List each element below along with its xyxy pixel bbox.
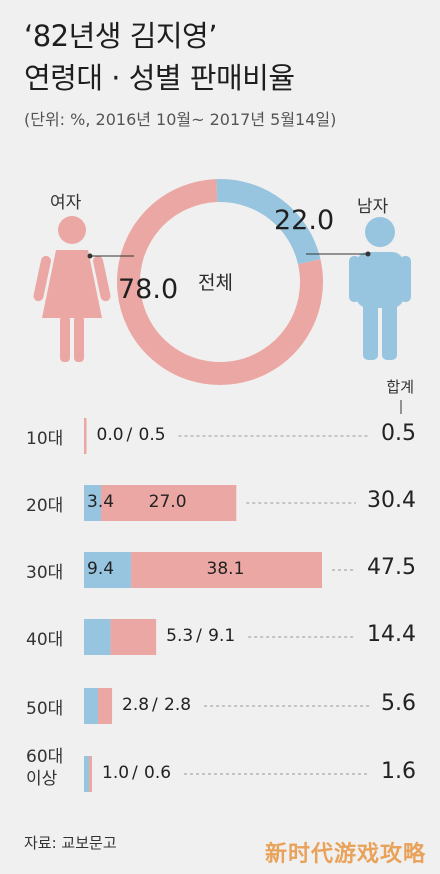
bar-male-4 (84, 688, 99, 724)
bar-male-2 (84, 552, 132, 588)
bar-male-1 (84, 485, 102, 521)
value-separator: / (126, 425, 133, 445)
bar-male-5 (84, 756, 90, 792)
bar-female-2 (131, 552, 322, 588)
totals-header: 합계 (386, 378, 414, 396)
donut-slice-male (216, 179, 321, 265)
female-figure-left-arm (33, 255, 51, 302)
female-figure-left-leg (60, 316, 70, 362)
bar-female-5 (89, 756, 93, 792)
bar-male-value: 9.4 (87, 559, 115, 579)
bar-female-4 (98, 688, 113, 724)
row-total: 0.5 (381, 421, 416, 446)
bar-male-value: 3.4 (87, 492, 115, 512)
bar-female-value: 9.1 (208, 626, 236, 646)
row-total: 47.5 (367, 555, 416, 580)
row-total: 1.6 (381, 759, 416, 784)
male-figure-left-arm (349, 256, 360, 302)
source-note: 자료: 교보문고 (24, 834, 117, 852)
female-figure-right-leg (74, 316, 84, 362)
female-figure-dress (42, 250, 102, 318)
bar-female-value: 27.0 (148, 492, 187, 512)
category-label: 60대 이상 (26, 747, 64, 789)
category-label: 30대 (26, 563, 64, 583)
category-label: 10대 (26, 429, 64, 449)
page-title-line-1: ‘82년생 김지영’ (24, 19, 217, 53)
bar-female-value: 2.8 (164, 695, 192, 715)
female-leader-dot (87, 253, 93, 259)
watermark: 新时代游戏攻略 (264, 842, 426, 867)
bar-female-1 (101, 485, 237, 521)
value-separator: / (152, 695, 158, 715)
donut-male-value: 22.0 (274, 205, 335, 236)
male-figure-head (365, 217, 395, 247)
bar-female-value: 0.5 (138, 425, 166, 445)
bar-male-value: 5.3 (166, 626, 194, 646)
male-figure-right-leg (382, 298, 397, 360)
donut-center-label: 전체 (198, 272, 233, 294)
male-figure-right-arm (400, 256, 411, 302)
unit-note: (단위: %, 2016년 10월~ 2017년 5월14일) (24, 110, 337, 129)
bar-male-value: 0.0 (96, 425, 124, 445)
bar-male-3 (84, 619, 111, 655)
bar-male-value: 1.0 (102, 763, 130, 783)
bar-male-value: 2.8 (122, 695, 150, 715)
bar-female-value: 0.6 (144, 763, 172, 783)
value-separator: / (132, 763, 138, 783)
female-figure-head (58, 216, 86, 244)
male-figure-left-leg (363, 298, 378, 360)
page-title-line-2: 연령대 · 성별 판매비율 (24, 61, 295, 95)
legend-male-label: 남자 (357, 197, 389, 217)
row-total: 30.4 (367, 488, 416, 513)
donut-female-value: 78.0 (118, 274, 179, 305)
row-total: 14.4 (367, 622, 416, 647)
category-label: 40대 (26, 630, 64, 650)
bar-female-value: 38.1 (206, 559, 245, 579)
bar-female-3 (110, 619, 157, 655)
donut-slice-female (117, 179, 323, 385)
value-separator: / (196, 626, 202, 646)
row-total: 5.6 (381, 691, 416, 716)
male-leader-dot (365, 251, 371, 257)
female-figure-right-arm (93, 255, 111, 302)
bar-female-0 (84, 418, 87, 454)
legend-female-label: 여자 (50, 193, 82, 213)
category-label: 50대 (26, 699, 64, 719)
category-label: 20대 (26, 496, 64, 516)
male-figure-torso (356, 252, 404, 308)
